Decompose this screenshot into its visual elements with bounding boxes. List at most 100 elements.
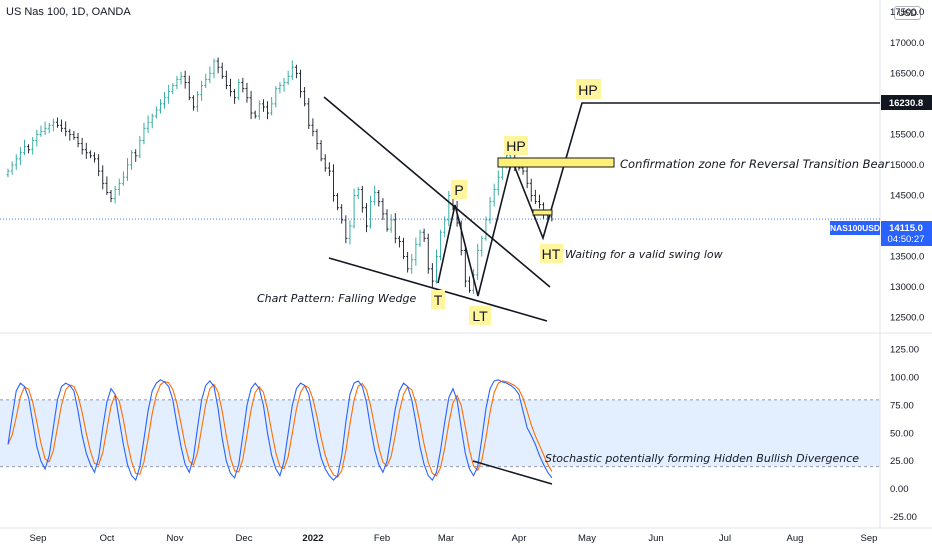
candle (80, 137, 84, 155)
time-tick-label: Oct (100, 533, 115, 544)
confirmation-zone-box[interactable] (497, 157, 615, 168)
candle (430, 263, 434, 288)
candle (31, 136, 35, 155)
candle (93, 152, 97, 163)
pattern-label-HT[interactable]: HT (540, 244, 563, 263)
price-tick-label: 15000.0 (890, 160, 924, 171)
pattern-label-HP1[interactable]: HP (504, 136, 528, 155)
price-tick-label: 13000.0 (890, 282, 924, 293)
candle (352, 188, 356, 229)
candle (125, 158, 129, 181)
candle (447, 190, 451, 227)
candle (496, 170, 500, 196)
candle (443, 216, 447, 238)
candle (311, 118, 315, 137)
candle (163, 92, 167, 109)
oscillator-tick-label: 0.00 (890, 484, 909, 495)
candle (142, 122, 146, 145)
candle (14, 154, 18, 170)
label-T-text: T (434, 292, 443, 308)
candle (220, 62, 224, 79)
wedge-lower-trendline[interactable] (328, 257, 548, 322)
symbol-title: US Nas 100, 1D, OANDA (6, 6, 131, 18)
wedge-upper-trendline[interactable] (323, 96, 551, 288)
oscillator-tick-label: 100.00 (890, 373, 919, 384)
candle (406, 251, 410, 273)
candle (418, 229, 422, 247)
stochastic-k-line (7, 379, 553, 482)
annotation-falling-wedge[interactable]: Chart Pattern: Falling Wedge (257, 292, 416, 305)
candle (134, 149, 138, 162)
candle (299, 69, 303, 98)
time-tick-label: Jun (648, 533, 663, 544)
annotation-confirmation-zone[interactable]: Confirmation zone for Reversal Transitio… (620, 157, 891, 171)
time-tick-label: Feb (374, 533, 390, 544)
candle (233, 89, 237, 104)
time-tick-label: Sep (30, 533, 47, 544)
candle (245, 82, 249, 103)
candle (344, 215, 348, 244)
candle (533, 189, 537, 205)
candle (336, 193, 340, 211)
candle (463, 246, 467, 288)
stochastic-divergence-trendline[interactable] (472, 460, 553, 485)
candle (439, 229, 443, 261)
price-axis[interactable]: 17500.017000.016500.016000.015500.015000… (890, 7, 924, 324)
candle (278, 81, 282, 94)
candle (196, 91, 200, 112)
candle (327, 162, 331, 176)
candle (476, 243, 480, 280)
small-zone-box[interactable] (532, 209, 553, 216)
oscillator-tick-label: 125.00 (890, 345, 919, 356)
stochastic-panel (0, 379, 880, 482)
candle (270, 97, 274, 116)
time-tick-label: Mar (438, 533, 454, 544)
time-axis[interactable]: Sep Oct Nov Dec 2022 Feb Mar Apr May Jun Jul Aug Sep (30, 533, 878, 544)
candle (27, 144, 31, 154)
time-tick-label: Dec (236, 533, 253, 544)
pattern-label-T[interactable]: T (431, 290, 445, 309)
candle (323, 154, 327, 172)
candle (249, 90, 253, 120)
annotation-swing-low[interactable]: Waiting for a valid swing low (565, 248, 723, 261)
stochastic-d-line (7, 380, 553, 478)
oscillator-axis[interactable]: 125.00 100.00 75.00 50.00 25.00 0.00 -25.00 (890, 345, 919, 523)
label-P-text: P (454, 182, 463, 198)
candle (360, 185, 364, 213)
candle (266, 101, 270, 120)
candle (130, 150, 134, 170)
candle (282, 77, 286, 92)
candle (97, 154, 101, 176)
label-HT-text: HT (542, 246, 561, 262)
pattern-label-HP2[interactable]: HP (576, 79, 601, 99)
candle (356, 186, 360, 200)
oscillator-tick-label: -25.00 (890, 512, 917, 523)
candle (109, 190, 113, 203)
time-tick-label: Jul (719, 533, 731, 544)
current-price-tag: 14115.0 04:50:27 (881, 221, 932, 246)
time-tick-label: Sep (861, 533, 878, 544)
time-tick-label: Aug (787, 533, 804, 544)
candle (101, 165, 105, 190)
label-LT-text: LT (472, 308, 488, 324)
price-tick-label: 16500.0 (890, 68, 924, 79)
candle (290, 60, 294, 81)
pattern-label-LT[interactable]: LT (469, 306, 491, 325)
candle (191, 95, 195, 111)
candle (60, 119, 64, 132)
candle (76, 132, 80, 148)
currency-button[interactable]: USD (894, 6, 922, 20)
candle (167, 84, 171, 104)
pattern-label-P[interactable]: P (451, 180, 467, 199)
oscillator-tick-label: 50.00 (890, 428, 914, 439)
current-symbol-text: NAS100USD (830, 223, 880, 233)
candle (51, 118, 55, 132)
price-tick-label: 12500.0 (890, 313, 924, 324)
oscillator-tick-label: 75.00 (890, 400, 914, 411)
projected-path-line[interactable] (437, 102, 880, 297)
candle (158, 99, 162, 114)
candle (228, 78, 232, 97)
candle (397, 235, 401, 248)
annotation-stochastic[interactable]: Stochastic potentially forming Hidden Bu… (545, 452, 859, 465)
